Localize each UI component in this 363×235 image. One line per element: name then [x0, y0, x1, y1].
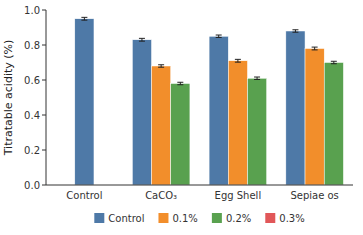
y-tick-label: 0.2 [24, 145, 40, 156]
bar [305, 49, 324, 186]
x-tick-label: CaCO₃ [145, 190, 177, 201]
chart: 0.0 0.2 0.4 0.6 0.8 1.0 Titratable acidity (%)… [0, 0, 363, 235]
error-bar [177, 82, 183, 84]
bar [247, 78, 266, 185]
bar [132, 40, 151, 185]
bar [152, 66, 171, 185]
error-bar [81, 17, 87, 20]
y-tick-label: 1.0 [24, 5, 40, 16]
error-bar [292, 30, 298, 32]
y-tick-label: 0.4 [24, 110, 40, 121]
legend-swatch [212, 213, 222, 223]
legend: Control 0.1% 0.2% 0.3% [94, 213, 304, 224]
bar [171, 84, 190, 186]
y-tick-label: 0.8 [24, 40, 40, 51]
legend-label: 0.3% [279, 213, 304, 224]
y-tick [42, 45, 46, 46]
y-axis-label: Titratable acidity (%) [2, 40, 15, 157]
error-bar [312, 47, 318, 50]
bar [75, 19, 94, 185]
bar [228, 61, 247, 185]
y-tick [42, 10, 46, 11]
bar [209, 36, 228, 185]
error-bar [139, 38, 145, 41]
legend-item: 0.2% [212, 213, 251, 224]
legend-label: Control [108, 213, 144, 224]
x-tick-label: Control [66, 190, 102, 201]
y-tick [42, 80, 46, 81]
legend-swatch [158, 213, 168, 223]
bar [324, 63, 343, 186]
y-tick-label: 0.6 [24, 75, 40, 86]
bars [75, 17, 344, 185]
legend-swatch [265, 213, 275, 223]
y-tick [42, 185, 46, 186]
legend-item: Control [94, 213, 144, 224]
error-bar [216, 35, 222, 37]
error-bar [158, 65, 164, 67]
x-tick-label: Egg Shell [215, 190, 262, 201]
legend-swatch [94, 213, 104, 223]
y-axis [46, 10, 47, 185]
legend-item: 0.1% [158, 213, 197, 224]
legend-label: 0.2% [226, 213, 251, 224]
y-tick [42, 115, 46, 116]
legend-item: 0.3% [265, 213, 304, 224]
bar [286, 31, 305, 185]
x-tick-label: Sepiae os [290, 190, 338, 201]
y-tick-label: 0.0 [24, 180, 40, 191]
legend-label: 0.1% [172, 213, 197, 224]
y-tick [42, 150, 46, 151]
error-bar [254, 77, 260, 79]
x-axis [46, 185, 353, 186]
error-bar [331, 61, 337, 63]
error-bar [235, 59, 241, 62]
